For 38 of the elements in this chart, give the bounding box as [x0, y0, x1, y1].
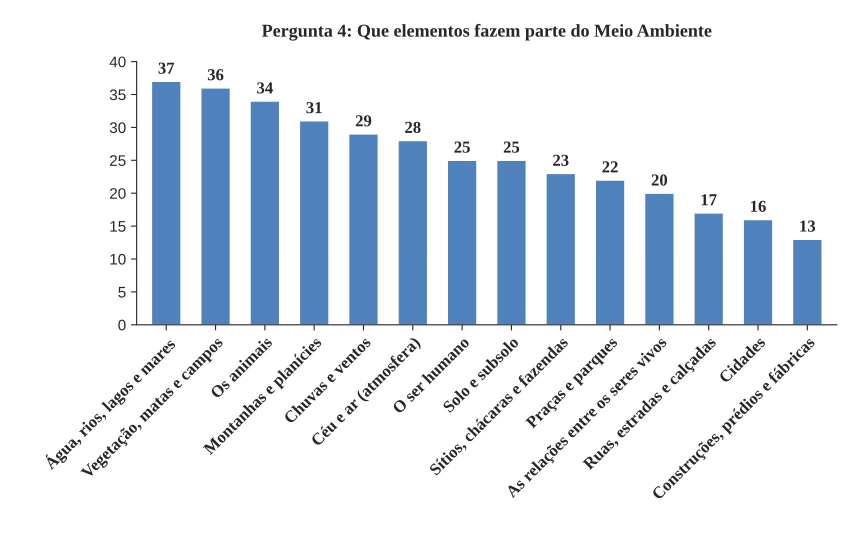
y-tick-label: 25 [110, 155, 126, 166]
data-label: 25 [504, 142, 520, 153]
bar [644, 192, 675, 325]
y-tick-label: 10 [110, 254, 126, 265]
y-tick-label: 20 [110, 188, 126, 199]
data-label: 31 [306, 102, 322, 114]
bar [693, 212, 724, 325]
bar [496, 160, 527, 325]
data-label: 29 [356, 115, 372, 126]
data-label: 17 [702, 194, 717, 206]
bar [742, 218, 774, 325]
chart-title: Pergunta 4: Que elementos fazem parte do Meio Ambiente [262, 24, 712, 41]
y-tick-label: 35 [110, 89, 126, 100]
bar [298, 120, 330, 325]
data-label: 25 [454, 142, 470, 153]
bar [792, 238, 823, 325]
y-tick-label: 30 [110, 122, 126, 134]
y-tick-label: 5 [118, 286, 126, 298]
y-tick-label: 15 [110, 221, 126, 232]
bar [446, 160, 478, 325]
data-label: 22 [602, 161, 618, 172]
data-label: 36 [208, 69, 224, 80]
data-label: 16 [751, 200, 766, 212]
data-label: 13 [800, 220, 816, 232]
data-label: 37 [158, 62, 174, 74]
y-tick-label: 40 [110, 56, 126, 68]
bar [249, 100, 280, 325]
bar [348, 133, 379, 325]
bar [397, 140, 428, 325]
bar [594, 179, 626, 325]
data-label: 20 [652, 174, 668, 186]
bar [150, 80, 182, 325]
bar [545, 172, 576, 325]
bar [200, 87, 232, 325]
data-label: 28 [405, 122, 421, 134]
y-tick-label: 0 [118, 320, 126, 330]
data-label: 34 [257, 82, 273, 94]
data-label: 23 [553, 154, 569, 166]
